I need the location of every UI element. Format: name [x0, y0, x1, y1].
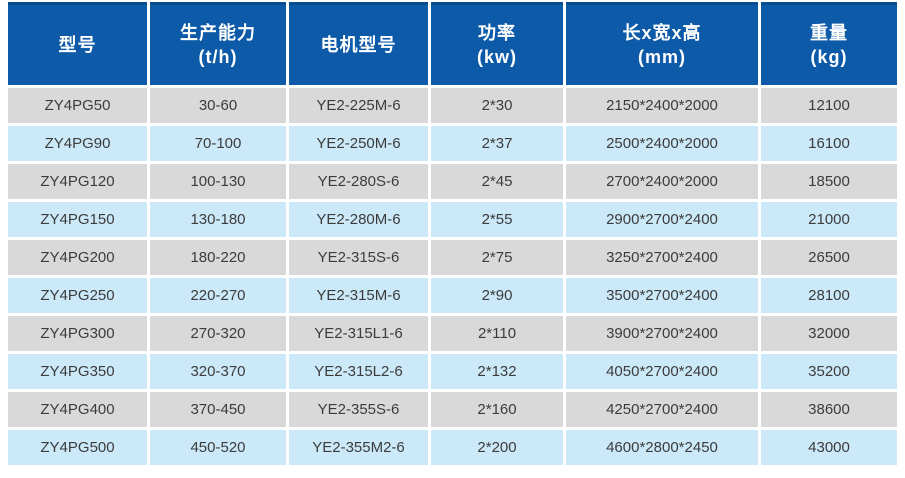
table-cell: 3250*2700*2400	[566, 240, 758, 275]
table-cell: 2*160	[431, 392, 563, 427]
table-row: ZY4PG250 220-270 YE2-315M-6 2*90 3500*2700*2…	[8, 278, 897, 313]
table-cell: 100-130	[150, 164, 286, 199]
table-row: ZY4PG150 130-180 YE2-280M-6 2*55 2900*2700*2…	[8, 202, 897, 237]
column-header-label: 生产能力	[180, 22, 256, 43]
table-cell: YE2-315L2-6	[289, 354, 428, 389]
table-cell: YE2-280S-6	[289, 164, 428, 199]
column-header-unit: (mm)	[638, 47, 686, 67]
column-header-power: 功率 (kw)	[431, 2, 563, 85]
table-cell: ZY4PG500	[8, 430, 147, 465]
table-cell: 28100	[761, 278, 897, 313]
table-cell: 450-520	[150, 430, 286, 465]
table-cell: YE2-250M-6	[289, 126, 428, 161]
table-cell: ZY4PG50	[8, 88, 147, 123]
table-cell: 2500*2400*2000	[566, 126, 758, 161]
table-cell: ZY4PG300	[8, 316, 147, 351]
table-cell: 370-450	[150, 392, 286, 427]
table-cell: 2*110	[431, 316, 563, 351]
table-cell: YE2-315M-6	[289, 278, 428, 313]
table-cell: 38600	[761, 392, 897, 427]
table-cell: 2900*2700*2400	[566, 202, 758, 237]
column-header-label: 电机型号	[320, 34, 397, 55]
table-row: ZY4PG300 270-320 YE2-315L1-6 2*110 3900*2700…	[8, 316, 897, 351]
table-header-row: 型号 生产能力 (t/h) 电机型号 功率 (kw) 长x宽x高 (mm) 重量…	[8, 2, 897, 85]
table-cell: ZY4PG150	[8, 202, 147, 237]
table-cell: 30-60	[150, 88, 286, 123]
column-header-label: 长x宽x高	[622, 22, 702, 43]
table-cell: YE2-280M-6	[289, 202, 428, 237]
table-cell: ZY4PG250	[8, 278, 147, 313]
table-row: ZY4PG500 450-520 YE2-355M2-6 2*200 4600*2800…	[8, 430, 897, 465]
column-header-label: 重量	[810, 22, 848, 43]
column-header-label: 型号	[58, 34, 97, 55]
column-header-model: 型号	[8, 2, 147, 85]
table-cell: YE2-225M-6	[289, 88, 428, 123]
table-cell: ZY4PG90	[8, 126, 147, 161]
table-row: ZY4PG90 70-100 YE2-250M-6 2*37 2500*2400*200…	[8, 126, 897, 161]
table-cell: 4050*2700*2400	[566, 354, 758, 389]
product-spec-table: 型号 生产能力 (t/h) 电机型号 功率 (kw) 长x宽x高 (mm) 重量…	[8, 2, 897, 465]
column-header-motor-model: 电机型号	[289, 2, 428, 85]
table-cell: ZY4PG400	[8, 392, 147, 427]
table-cell: 70-100	[150, 126, 286, 161]
table-cell: 21000	[761, 202, 897, 237]
table-cell: 3500*2700*2400	[566, 278, 758, 313]
table-cell: 220-270	[150, 278, 286, 313]
column-header-unit: (kw)	[477, 47, 517, 67]
table-cell: 2*37	[431, 126, 563, 161]
column-header-label: 功率	[478, 22, 516, 43]
table-cell: 2*132	[431, 354, 563, 389]
table-cell: 130-180	[150, 202, 286, 237]
column-header-weight: 重量 (kg)	[761, 2, 897, 85]
table-cell: 2*75	[431, 240, 563, 275]
table-cell: 2*55	[431, 202, 563, 237]
table-cell: 35200	[761, 354, 897, 389]
column-header-dimensions: 长x宽x高 (mm)	[566, 2, 758, 85]
column-header-unit: (kg)	[810, 47, 848, 67]
table-cell: 2*30	[431, 88, 563, 123]
table-cell: 270-320	[150, 316, 286, 351]
table-cell: 2*90	[431, 278, 563, 313]
table-cell: 2150*2400*2000	[566, 88, 758, 123]
column-header-capacity: 生产能力 (t/h)	[150, 2, 286, 85]
table-cell: 12100	[761, 88, 897, 123]
table-cell: 32000	[761, 316, 897, 351]
table-cell: YE2-315S-6	[289, 240, 428, 275]
table-row: ZY4PG200 180-220 YE2-315S-6 2*75 3250*2700*2…	[8, 240, 897, 275]
table-cell: YE2-355S-6	[289, 392, 428, 427]
table-cell: 16100	[761, 126, 897, 161]
table-cell: 26500	[761, 240, 897, 275]
table-cell: 2700*2400*2000	[566, 164, 758, 199]
table-row: ZY4PG120 100-130 YE2-280S-6 2*45 2700*2400*2…	[8, 164, 897, 199]
table-cell: 43000	[761, 430, 897, 465]
table-row: ZY4PG50 30-60 YE2-225M-6 2*30 2150*2400*2000…	[8, 88, 897, 123]
table-cell: 2*200	[431, 430, 563, 465]
table-cell: YE2-315L1-6	[289, 316, 428, 351]
table-cell: 4600*2800*2450	[566, 430, 758, 465]
table-cell: ZY4PG120	[8, 164, 147, 199]
table-row: ZY4PG400 370-450 YE2-355S-6 2*160 4250*2700*…	[8, 392, 897, 427]
table-row: ZY4PG350 320-370 YE2-315L2-6 2*132 4050*2700…	[8, 354, 897, 389]
table-cell: 320-370	[150, 354, 286, 389]
table-cell: 2*45	[431, 164, 563, 199]
table-cell: 3900*2700*2400	[566, 316, 758, 351]
table-cell: 18500	[761, 164, 897, 199]
table-cell: ZY4PG350	[8, 354, 147, 389]
table-cell: 180-220	[150, 240, 286, 275]
column-header-unit: (t/h)	[198, 47, 238, 67]
table-cell: ZY4PG200	[8, 240, 147, 275]
table-cell: 4250*2700*2400	[566, 392, 758, 427]
table-cell: YE2-355M2-6	[289, 430, 428, 465]
